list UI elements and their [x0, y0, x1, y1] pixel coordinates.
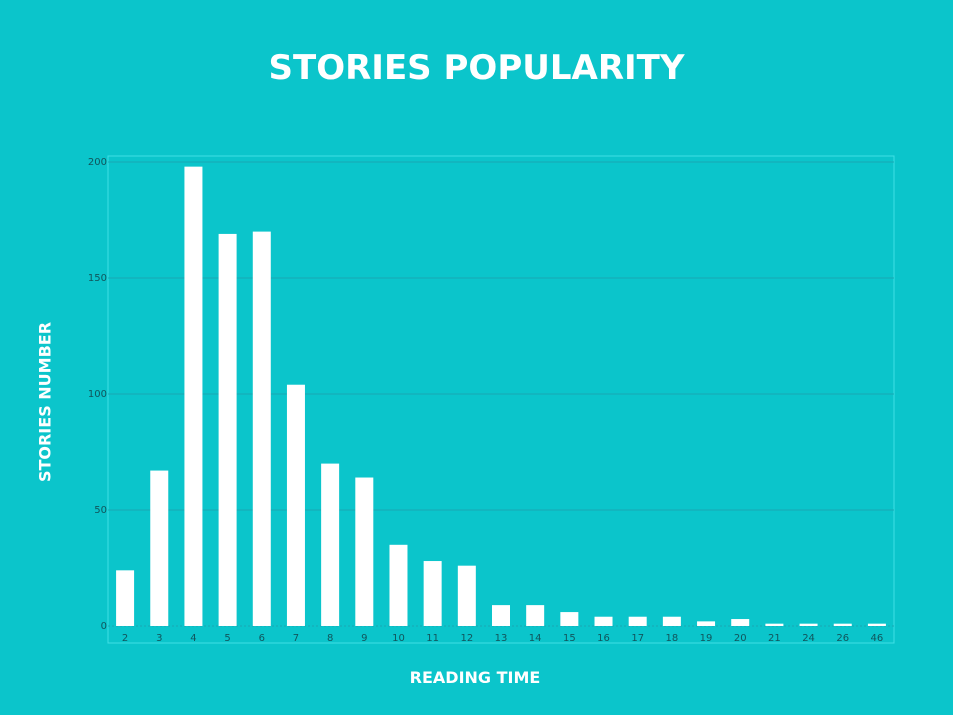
- x-tick-label: 21: [768, 633, 781, 644]
- x-tick-label: 11: [426, 633, 439, 644]
- x-tick-label: 18: [666, 633, 679, 644]
- y-tick-label: 100: [88, 389, 107, 400]
- x-axis-ticks: 2 3 4 5 6 7 8 9 10 11 12 13 14 15 16 17 18 19 20 21 24 26 46: [122, 633, 883, 644]
- bar: [594, 616, 613, 626]
- bar: [628, 616, 647, 626]
- bar: [423, 561, 442, 626]
- bar: [697, 621, 716, 626]
- bar: [321, 463, 340, 626]
- x-tick-label: 8: [327, 633, 333, 644]
- plot-frame: [107, 155, 895, 644]
- y-tick-label: 200: [88, 157, 107, 168]
- y-tick-label: 0: [101, 621, 107, 632]
- bar: [389, 544, 408, 626]
- bar: [218, 233, 237, 627]
- x-tick-label: 10: [392, 633, 405, 644]
- x-tick-label: 16: [597, 633, 610, 644]
- x-axis-title: READING TIME: [409, 668, 541, 687]
- bar: [252, 231, 271, 626]
- x-tick-label: 13: [495, 633, 508, 644]
- y-axis-title: STORIES NUMBER: [35, 321, 55, 483]
- bar: [867, 623, 886, 626]
- y-tick-label: 150: [88, 273, 107, 284]
- bar: [355, 477, 374, 626]
- x-tick-label: 46: [871, 633, 884, 644]
- bar: [765, 623, 784, 626]
- bar: [150, 470, 169, 626]
- bar: [457, 565, 476, 626]
- bar: [662, 616, 681, 626]
- x-tick-label: 7: [293, 633, 299, 644]
- x-tick-label: 2: [122, 633, 128, 644]
- x-tick-label: 15: [563, 633, 576, 644]
- x-tick-label: 12: [460, 633, 473, 644]
- x-tick-label: 26: [836, 633, 849, 644]
- x-tick-label: 5: [224, 633, 230, 644]
- bar: [833, 623, 852, 626]
- x-tick-label: 19: [700, 633, 713, 644]
- x-tick-label: 14: [529, 633, 542, 644]
- bar: [184, 166, 203, 626]
- x-tick-label: 4: [190, 633, 196, 644]
- bar: [286, 384, 305, 626]
- x-tick-label: 6: [259, 633, 265, 644]
- x-tick-label: 20: [734, 633, 747, 644]
- bars: [116, 166, 886, 627]
- bar: [731, 619, 750, 626]
- x-tick-label: 24: [802, 633, 815, 644]
- y-axis-ticks: 0 50 100 150 200: [88, 157, 107, 632]
- x-tick-label: 3: [156, 633, 162, 644]
- y-tick-label: 50: [94, 505, 107, 516]
- chart-title: STORIES POPULARITY: [268, 48, 685, 88]
- bar: [526, 605, 545, 626]
- x-tick-label: 17: [631, 633, 644, 644]
- bar: [116, 570, 135, 626]
- x-tick-label: 9: [361, 633, 367, 644]
- bar: [799, 623, 818, 626]
- bar: [560, 612, 579, 626]
- plot-border: [107, 155, 895, 644]
- bar: [492, 605, 510, 626]
